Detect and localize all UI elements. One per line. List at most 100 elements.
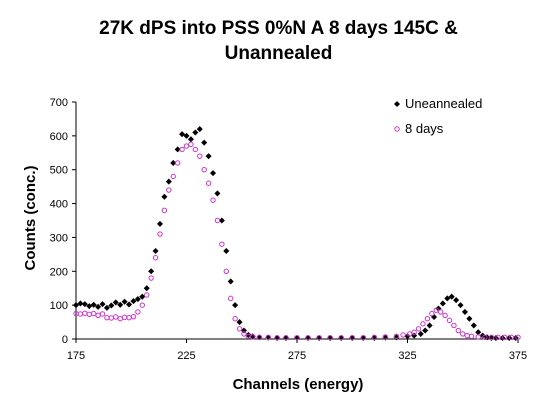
data-point bbox=[430, 313, 438, 321]
x-tick-label: 375 bbox=[509, 350, 527, 362]
data-point bbox=[236, 319, 243, 326]
data-point bbox=[103, 304, 110, 311]
data-point bbox=[192, 146, 199, 153]
data-point bbox=[232, 302, 239, 309]
data-point bbox=[461, 308, 468, 315]
data-point bbox=[446, 317, 453, 324]
data-point bbox=[196, 126, 203, 133]
axes: 0 100 200 300 400 500 600 700 175 225 275 325 375 bbox=[50, 97, 528, 362]
data-point bbox=[157, 231, 163, 237]
data-point bbox=[214, 190, 221, 197]
data-point bbox=[457, 302, 464, 309]
data-point bbox=[305, 334, 311, 341]
data-point bbox=[201, 139, 208, 146]
data-point bbox=[90, 310, 97, 317]
data-point bbox=[165, 178, 172, 185]
data-point bbox=[502, 334, 508, 341]
data-point bbox=[274, 334, 280, 341]
data-point bbox=[139, 302, 146, 308]
data-point bbox=[99, 301, 106, 308]
data-point bbox=[179, 146, 185, 153]
data-point bbox=[192, 129, 199, 136]
data-point bbox=[417, 330, 424, 337]
legend-label: Uneannealed bbox=[405, 96, 482, 111]
y-tick-label: 500 bbox=[50, 165, 68, 177]
data-point bbox=[232, 315, 238, 322]
y-axis-label: Counts (conc.) bbox=[22, 166, 39, 271]
series-layer bbox=[72, 126, 521, 342]
data-point bbox=[404, 333, 411, 340]
data-point bbox=[130, 298, 137, 305]
data-point bbox=[444, 295, 451, 302]
data-point bbox=[197, 153, 203, 159]
data-point bbox=[205, 180, 212, 186]
data-point bbox=[464, 332, 470, 339]
data-point bbox=[422, 327, 429, 334]
x-tick-label: 225 bbox=[177, 350, 195, 362]
y-tick-label: 400 bbox=[50, 199, 68, 211]
y-tick-label: 0 bbox=[62, 334, 68, 346]
data-point bbox=[433, 307, 439, 313]
data-point bbox=[86, 303, 93, 310]
data-point bbox=[161, 207, 168, 214]
data-point bbox=[174, 146, 181, 153]
data-point bbox=[455, 327, 462, 334]
legend-marker bbox=[394, 126, 400, 132]
data-point bbox=[156, 220, 164, 227]
data-point bbox=[170, 173, 176, 180]
data-point bbox=[241, 331, 247, 337]
data-point bbox=[139, 293, 146, 300]
data-point bbox=[415, 326, 422, 332]
data-point bbox=[117, 315, 123, 322]
legend-label: 8 days bbox=[405, 121, 444, 136]
data-point bbox=[201, 167, 207, 173]
data-point bbox=[161, 193, 168, 200]
data-point bbox=[294, 334, 300, 341]
data-point bbox=[152, 247, 159, 254]
data-point bbox=[495, 334, 501, 341]
data-point bbox=[95, 312, 101, 318]
x-axis-label: Channels (energy) bbox=[233, 376, 364, 393]
chart-title-line-2: Unannealed bbox=[224, 43, 333, 64]
data-point bbox=[460, 331, 466, 337]
data-point bbox=[411, 329, 417, 335]
data-point bbox=[475, 334, 481, 340]
data-point bbox=[112, 299, 119, 306]
data-point bbox=[82, 310, 88, 316]
data-point bbox=[126, 301, 133, 308]
data-point bbox=[316, 334, 322, 341]
data-point bbox=[130, 313, 137, 320]
data-point bbox=[121, 314, 128, 321]
x-tick-label: 175 bbox=[67, 350, 85, 362]
data-point bbox=[166, 187, 172, 193]
legend-marker bbox=[393, 100, 401, 108]
data-point bbox=[174, 160, 181, 166]
data-point bbox=[327, 334, 333, 341]
data-point bbox=[134, 296, 141, 303]
data-point bbox=[113, 314, 119, 320]
data-point bbox=[451, 322, 457, 329]
data-point bbox=[437, 309, 444, 315]
data-point bbox=[349, 334, 355, 341]
data-point bbox=[95, 303, 102, 310]
data-point bbox=[205, 153, 212, 160]
data-point bbox=[72, 302, 80, 309]
data-point bbox=[144, 292, 150, 298]
data-point bbox=[77, 311, 84, 317]
chart-title: 27K dPS into PSS 0%N A 8 days 145C & Una… bbox=[0, 16, 557, 66]
data-point bbox=[475, 329, 482, 336]
data-point bbox=[424, 315, 431, 322]
data-point bbox=[393, 333, 400, 339]
data-point bbox=[420, 321, 426, 327]
data-point bbox=[227, 278, 234, 285]
data-point bbox=[135, 309, 141, 315]
data-point bbox=[283, 334, 289, 341]
data-point bbox=[170, 159, 177, 166]
legend-item-1: Uneannealed bbox=[393, 96, 482, 111]
data-point bbox=[360, 334, 366, 341]
data-point bbox=[108, 302, 115, 309]
y-tick-label: 300 bbox=[50, 232, 68, 244]
data-point bbox=[442, 312, 448, 318]
data-point bbox=[81, 301, 88, 308]
y-tick-label: 100 bbox=[50, 300, 68, 312]
